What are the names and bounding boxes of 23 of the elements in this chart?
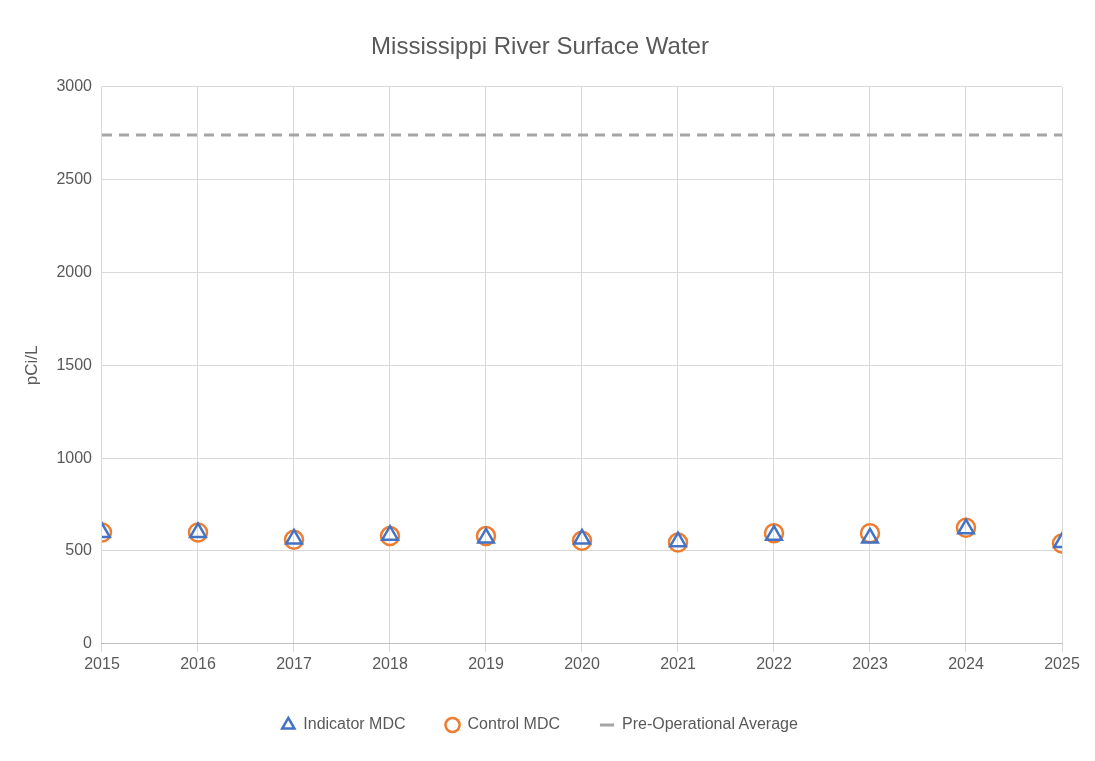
y-tick-label: 0 — [83, 634, 93, 652]
y-tick-label: 500 — [65, 541, 93, 559]
x-tick-label: 2018 — [372, 654, 408, 672]
y-tick-label: 1000 — [56, 448, 93, 466]
x-tick-label: 2021 — [660, 654, 696, 672]
x-tick-label: 2016 — [180, 654, 216, 672]
x-tick-label: 2015 — [84, 654, 120, 672]
y-tick-label: 1500 — [56, 355, 93, 373]
chart-title: Mississippi River Surface Water — [371, 32, 709, 60]
x-tick-label: 2023 — [852, 654, 888, 672]
x-tick-label: 2025 — [1044, 654, 1080, 672]
x-tick-label: 2020 — [564, 654, 600, 672]
x-tick-label: 2024 — [948, 654, 984, 672]
legend-label: Pre-Operational Average — [622, 715, 798, 733]
y-axis-title: pCi/L — [21, 345, 41, 386]
x-tick-label: 2022 — [756, 654, 792, 672]
y-tick-label: 2000 — [56, 262, 93, 280]
legend-label: Control MDC — [467, 715, 561, 733]
legend-label: Indicator MDC — [303, 715, 406, 733]
y-tick-label: 2500 — [56, 170, 93, 188]
x-tick-label: 2019 — [468, 654, 504, 672]
x-tick-label: 2017 — [276, 654, 312, 672]
y-tick-label: 3000 — [56, 77, 93, 95]
